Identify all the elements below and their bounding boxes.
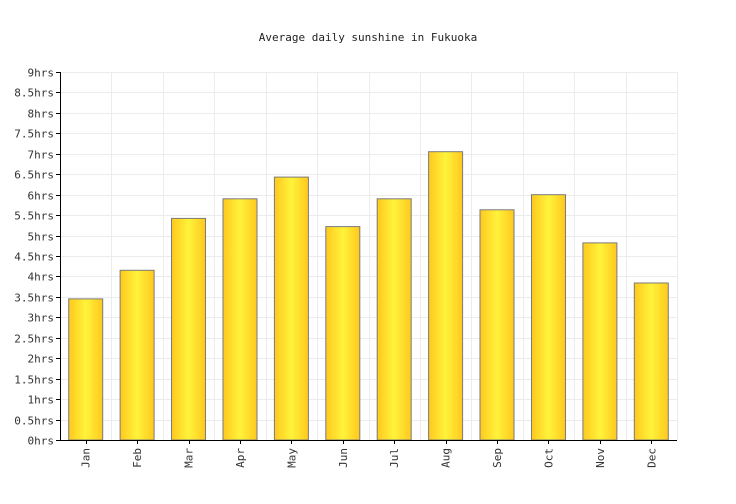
bar-apr: [222, 198, 258, 441]
grid: [60, 72, 678, 440]
y-tick-label: 8hrs: [28, 108, 55, 121]
chart-title: Average daily sunshine in Fukuoka: [259, 31, 478, 44]
bar-feb: [119, 269, 155, 441]
y-tick-label: 2.5hrs: [14, 333, 54, 346]
bar-jan: [68, 298, 104, 441]
y-tick-label: 0hrs: [28, 435, 55, 448]
y-tick-label: 3hrs: [28, 312, 55, 325]
x-tick-label-may: May: [285, 448, 298, 468]
y-tick-label: 6hrs: [28, 190, 55, 203]
y-tick-label: 5hrs: [28, 231, 55, 244]
axes: [56, 72, 677, 444]
y-tick-label: 1.5hrs: [14, 374, 54, 387]
y-tick-label: 4.5hrs: [14, 251, 54, 264]
y-tick-label: 3.5hrs: [14, 292, 54, 305]
x-tick-label-apr: Apr: [234, 448, 247, 468]
bar-jun: [325, 226, 361, 441]
bar-oct: [531, 194, 566, 441]
x-tick-label-jul: Jul: [388, 448, 401, 468]
y-tick-label: 0.5hrs: [14, 415, 54, 428]
bar-aug: [428, 151, 464, 441]
x-tick-label-jan: Jan: [80, 448, 93, 468]
x-tick-label-mar: Mar: [183, 448, 196, 468]
bar-may: [273, 176, 309, 441]
y-tick-label: 5.5hrs: [14, 210, 54, 223]
x-tick-label-feb: Feb: [131, 448, 144, 468]
x-tick-label-jun: Jun: [337, 448, 350, 468]
y-tick-label: 8.5hrs: [14, 87, 54, 100]
y-tick-labels: 0hrs 0.5hrs 1hrs 1.5hrs 2hrs 2.5hrs 3hrs 3.5hrs…: [14, 67, 54, 448]
y-tick-label: 7.5hrs: [14, 128, 54, 141]
x-tick-labels: Jan Feb Mar Apr May Jun Jul Aug Sep Oct Nov Dec: [80, 448, 659, 468]
x-tick-label-sep: Sep: [491, 448, 504, 468]
y-tick-label: 7hrs: [28, 149, 55, 162]
y-tick-label: 4hrs: [28, 271, 55, 284]
y-tick-label: 2hrs: [28, 353, 55, 366]
bars: [68, 151, 669, 441]
x-tick-label-aug: Aug: [440, 448, 453, 468]
bar-nov: [582, 242, 618, 441]
x-tick-label-nov: Nov: [594, 448, 607, 468]
bar-dec: [633, 282, 669, 441]
y-tick-label: 1hrs: [28, 394, 55, 407]
x-tick-label-oct: Oct: [542, 448, 555, 468]
y-tick-label: 6.5hrs: [14, 169, 54, 182]
bar-sep: [479, 209, 515, 441]
y-tick-label: 9hrs: [28, 67, 55, 80]
x-tick-label-dec: Dec: [645, 448, 658, 468]
bar-mar: [171, 217, 206, 441]
bar-jul: [376, 198, 412, 441]
